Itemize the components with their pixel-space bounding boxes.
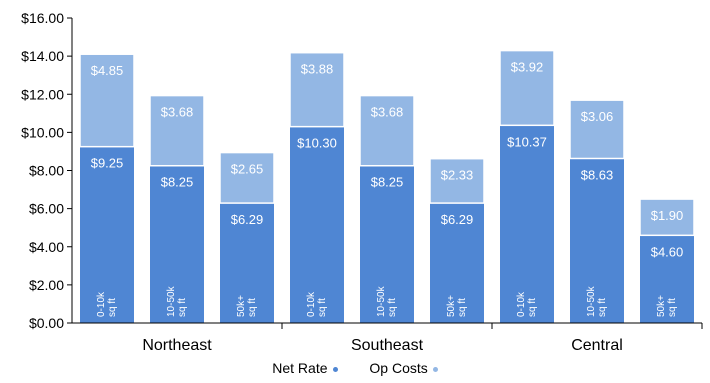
category-label-line: sq ft xyxy=(457,298,468,317)
category-label-line: 0-10k xyxy=(306,291,317,317)
x-axis: Northeast Southeast Central xyxy=(72,322,703,354)
data-label-op-costs: $3.88 xyxy=(301,62,334,77)
y-tick-label: $16.00 xyxy=(21,10,64,26)
bar-net-rate xyxy=(80,146,134,323)
category-label-line: sq ft xyxy=(107,298,118,317)
data-label-op-costs: $1.90 xyxy=(651,208,684,223)
category-label-line: 50k+ xyxy=(446,295,457,317)
legend-item-net-rate: Net Rate xyxy=(272,360,338,376)
legend-label-op-costs: Op Costs xyxy=(369,360,428,376)
data-label-net-rate: $6.29 xyxy=(441,212,474,227)
category-label-line: 0-10k xyxy=(516,291,527,317)
category-label-line: 10-50k xyxy=(166,285,177,317)
data-label-net-rate: $8.25 xyxy=(371,175,404,190)
bar-op-costs xyxy=(79,53,135,148)
group-label: Central xyxy=(571,337,623,354)
y-tick-label: $4.00 xyxy=(29,239,64,255)
category-label: 50k+sq ft xyxy=(236,295,258,317)
legend-label-net-rate: Net Rate xyxy=(272,360,328,376)
category-label-line: sq ft xyxy=(247,298,258,317)
data-label-net-rate: $8.63 xyxy=(581,167,614,182)
y-tick-label: $2.00 xyxy=(29,277,64,293)
y-tick-label: $6.00 xyxy=(29,201,64,217)
bar-op-costs xyxy=(499,49,555,127)
bar-op-costs xyxy=(359,94,415,167)
bar-op-costs xyxy=(639,198,695,237)
data-label-net-rate: $6.29 xyxy=(231,212,264,227)
category-label-line: sq ft xyxy=(177,298,188,317)
bar-op-costs xyxy=(289,51,345,128)
category-label: 50k+sq ft xyxy=(656,295,678,317)
category-label-line: 0-10k xyxy=(96,291,107,317)
group-label: Southeast xyxy=(351,337,424,354)
legend: Net Rate Op Costs xyxy=(0,360,710,376)
bar-net-rate xyxy=(430,203,484,323)
bar-net-rate xyxy=(570,158,624,323)
y-tick-label: $12.00 xyxy=(21,86,64,102)
data-label-net-rate: $9.25 xyxy=(91,156,124,171)
category-label-line: sq ft xyxy=(667,298,678,317)
bar-op-costs xyxy=(219,151,275,204)
data-label-op-costs: $2.65 xyxy=(231,162,264,177)
category-label: 10-50ksq ft xyxy=(166,285,188,317)
y-tick-label: $0.00 xyxy=(29,315,64,331)
category-label: 10-50ksq ft xyxy=(586,285,608,317)
bar-net-rate xyxy=(220,203,274,323)
group-label: Northeast xyxy=(142,337,212,354)
data-label-op-costs: $3.68 xyxy=(371,105,404,120)
data-label-net-rate: $10.30 xyxy=(297,136,337,151)
category-label-line: sq ft xyxy=(387,298,398,317)
bar-net-rate xyxy=(500,125,554,324)
data-label-op-costs: $2.33 xyxy=(441,168,474,183)
bar-op-costs xyxy=(429,157,485,204)
y-tick-label: $8.00 xyxy=(29,163,64,179)
data-label-net-rate: $8.25 xyxy=(161,175,194,190)
data-label-op-costs: $3.92 xyxy=(511,60,544,75)
data-label-net-rate: $4.60 xyxy=(651,244,684,259)
stacked-bar-chart: $0.00 $2.00 $4.00 $6.00 $8.00 $10.00 $12.00 $14… xyxy=(21,10,703,354)
category-label-line: 10-50k xyxy=(586,285,597,317)
y-tick-label: $10.00 xyxy=(21,124,64,140)
category-label: 0-10ksq ft xyxy=(306,291,328,317)
category-label-line: sq ft xyxy=(317,298,328,317)
data-label-op-costs: $3.06 xyxy=(581,109,614,124)
legend-swatch-net-rate xyxy=(332,366,338,372)
category-label-line: sq ft xyxy=(597,298,608,317)
category-label-line: 50k+ xyxy=(236,295,247,317)
legend-item-op-costs: Op Costs xyxy=(369,360,438,376)
category-label: 10-50ksq ft xyxy=(376,285,398,317)
data-label-op-costs: $4.85 xyxy=(91,63,124,78)
category-label: 0-10ksq ft xyxy=(516,291,538,317)
category-label-line: 50k+ xyxy=(656,295,667,317)
bar-op-costs xyxy=(569,99,625,160)
bar-net-rate xyxy=(640,235,694,323)
bar-net-rate xyxy=(360,165,414,323)
y-tick-label: $14.00 xyxy=(21,48,64,64)
category-label-line: sq ft xyxy=(527,298,538,317)
bar-net-rate xyxy=(150,165,204,323)
category-label-line: 10-50k xyxy=(376,285,387,317)
data-label-net-rate: $10.37 xyxy=(507,134,547,149)
y-axis: $0.00 $2.00 $4.00 $6.00 $8.00 $10.00 $12.00 $14… xyxy=(21,10,73,331)
bar-net-rate xyxy=(290,126,344,323)
legend-swatch-op-costs xyxy=(432,366,438,372)
data-label-op-costs: $3.68 xyxy=(161,105,194,120)
category-label: 50k+sq ft xyxy=(446,295,468,317)
bar-op-costs xyxy=(149,94,205,167)
category-label: 0-10ksq ft xyxy=(96,291,118,317)
